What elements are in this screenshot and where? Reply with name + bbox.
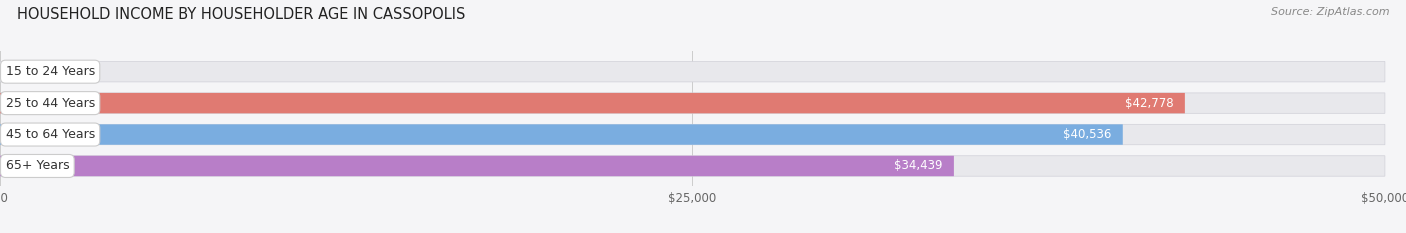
- FancyBboxPatch shape: [0, 124, 1123, 145]
- Text: HOUSEHOLD INCOME BY HOUSEHOLDER AGE IN CASSOPOLIS: HOUSEHOLD INCOME BY HOUSEHOLDER AGE IN C…: [17, 7, 465, 22]
- Text: Source: ZipAtlas.com: Source: ZipAtlas.com: [1271, 7, 1389, 17]
- Text: 65+ Years: 65+ Years: [6, 159, 69, 172]
- Text: $40,536: $40,536: [1063, 128, 1112, 141]
- FancyBboxPatch shape: [0, 93, 1385, 113]
- Text: 15 to 24 Years: 15 to 24 Years: [6, 65, 94, 78]
- Text: $42,778: $42,778: [1125, 97, 1174, 110]
- FancyBboxPatch shape: [0, 156, 1385, 176]
- FancyBboxPatch shape: [0, 62, 1385, 82]
- FancyBboxPatch shape: [0, 156, 953, 176]
- Text: 25 to 44 Years: 25 to 44 Years: [6, 97, 94, 110]
- Text: $34,439: $34,439: [894, 159, 943, 172]
- FancyBboxPatch shape: [0, 124, 1385, 145]
- Text: 45 to 64 Years: 45 to 64 Years: [6, 128, 94, 141]
- FancyBboxPatch shape: [0, 93, 1185, 113]
- Text: $0: $0: [22, 65, 37, 78]
